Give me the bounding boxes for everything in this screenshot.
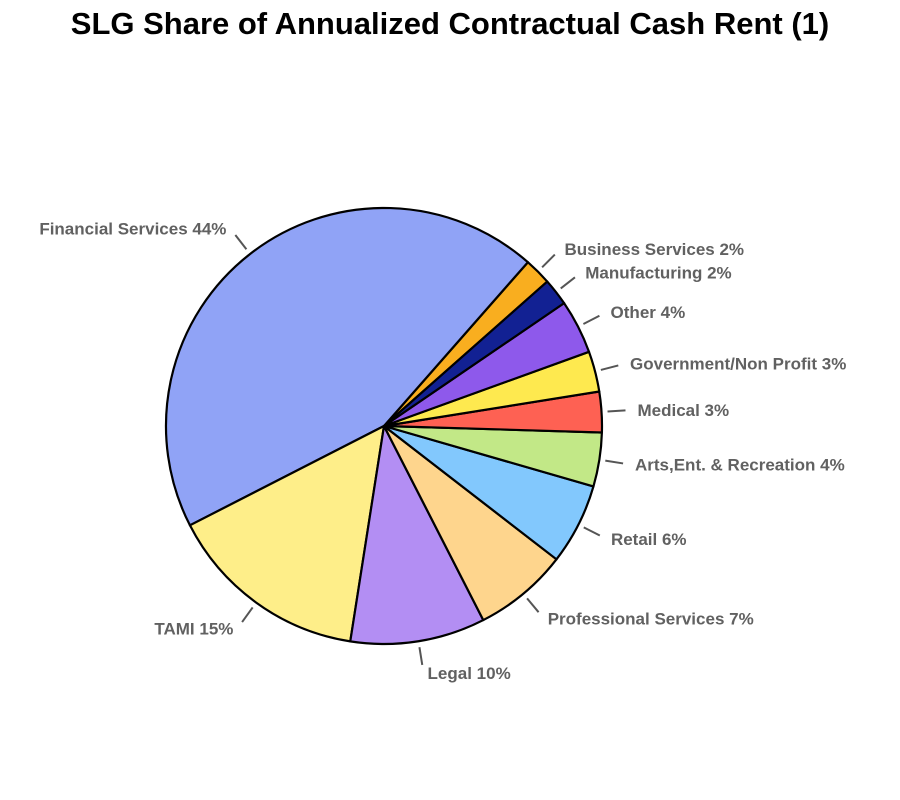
slice-label-professional-services: Professional Services 7% <box>548 609 754 628</box>
slice-labels: Business Services 2% Financial Services 4… <box>39 220 846 683</box>
slice-label-business-services: Business Services 2% <box>564 240 744 259</box>
slice-label-tami: TAMI 15% <box>154 620 233 639</box>
pie-slice-financial-services <box>164 206 529 527</box>
pie-slices <box>164 206 604 646</box>
chart-title: SLG Share of Annualized Contractual Cash… <box>70 6 830 41</box>
leader-line-arts-ent-recreation <box>605 459 624 465</box>
pie-slice-manufacturing <box>382 280 566 428</box>
leader-line-financial-services <box>234 234 248 250</box>
leader-line-manufacturing <box>560 276 576 290</box>
leader-line-retail <box>583 526 601 537</box>
slice-label-other: Other 4% <box>611 303 686 322</box>
slice-label-medical: Medical 3% <box>637 401 729 420</box>
slice-label-government-non-profit: Government/Non Profit 3% <box>630 354 846 373</box>
slice-label-legal: Legal 10% <box>428 664 511 683</box>
slice-label-arts-ent-recreation: Arts,Ent. & Recreation 4% <box>635 456 845 475</box>
leader-line-legal <box>418 647 424 666</box>
leader-lines <box>234 234 626 666</box>
leader-line-business-services <box>541 253 556 269</box>
leader-line-government-non-profit <box>600 364 619 371</box>
slice-label-retail: Retail 6% <box>611 530 687 549</box>
leader-line-professional-services <box>526 597 540 613</box>
leader-line-tami <box>241 606 254 623</box>
leader-line-medical <box>607 409 626 413</box>
pie-slice-legal <box>349 424 485 646</box>
pie-slice-tami <box>188 424 386 643</box>
leader-line-other <box>582 314 600 325</box>
slice-label-manufacturing: Manufacturing 2% <box>585 263 731 282</box>
slice-label-financial-services: Financial Services 44% <box>39 220 226 239</box>
